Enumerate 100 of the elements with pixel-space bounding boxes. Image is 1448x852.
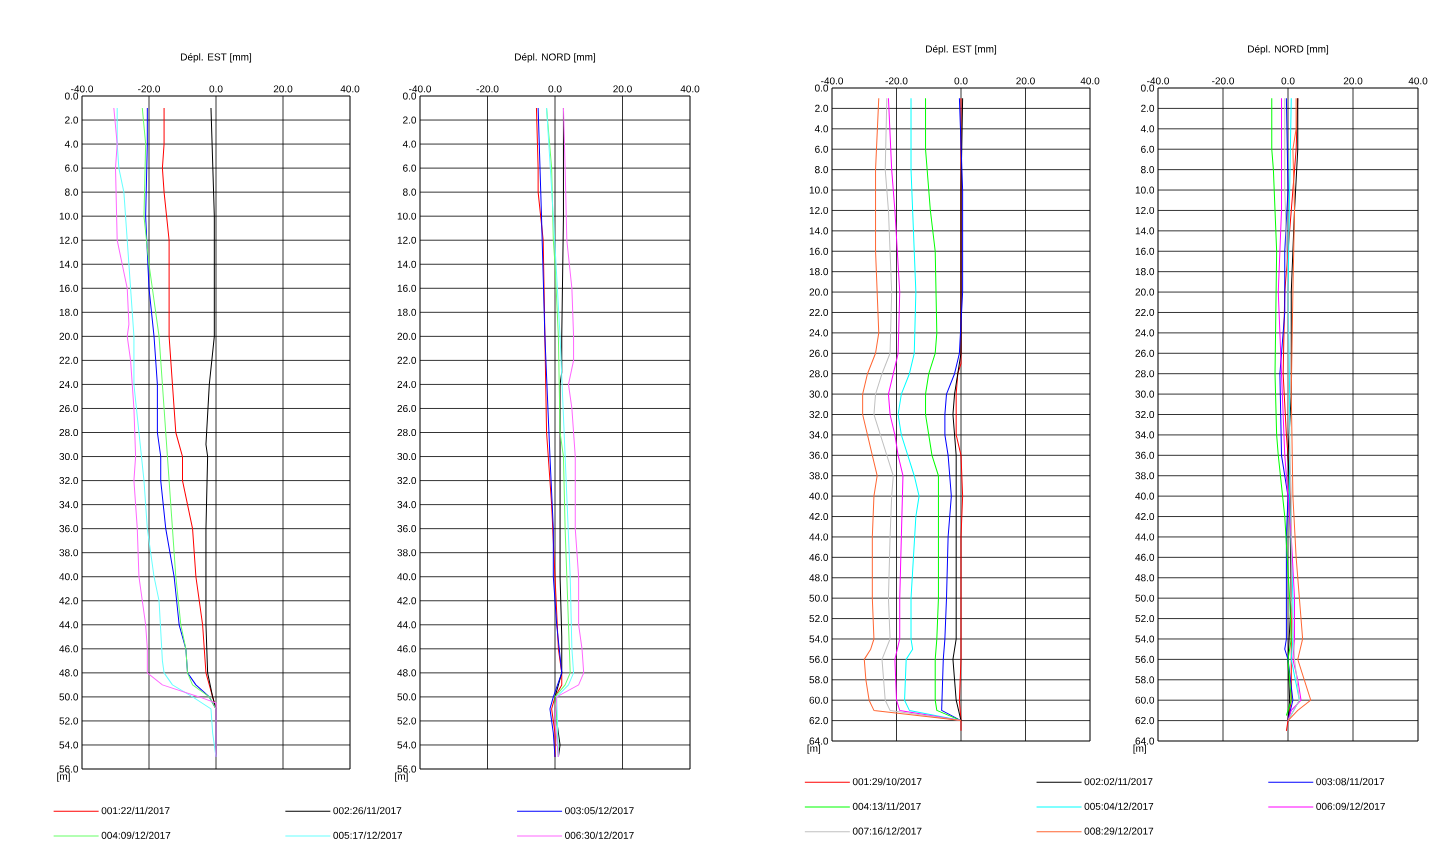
y-tick-label: 26.0 (59, 404, 79, 413)
y-tick-label: 20.0 (397, 332, 417, 340)
y-tick-label: 26.0 (1135, 349, 1155, 357)
y-tick-label: 36.0 (809, 451, 829, 459)
y-tick-label: 36.0 (397, 525, 417, 533)
y-tick-label: 34.0 (809, 431, 829, 439)
x-tick-label: 20.0 (1016, 77, 1035, 85)
x-tick-label: 40.0 (680, 85, 700, 93)
legend-label: 001:22/11/2017 (101, 806, 170, 815)
x-tick-label: -20.0 (885, 77, 908, 85)
y-tick-label: 44.0 (1135, 533, 1155, 541)
y-tick-label: 46.0 (59, 645, 79, 653)
y-tick-label: 40.0 (397, 573, 417, 581)
y-tick-label: 42.0 (1135, 513, 1155, 521)
legend-label: 002:26/11/2017 (333, 806, 402, 815)
y-tick-label: 18.0 (1135, 268, 1155, 276)
y-tick-label: 24.0 (809, 329, 829, 337)
y-tick-label: 4.0 (1140, 125, 1155, 133)
y-tick-label: 20.0 (809, 288, 829, 296)
y-tick-label: 48.0 (397, 669, 417, 677)
x-tick-label: 0.0 (954, 77, 968, 85)
y-tick-label: 24.0 (397, 380, 417, 388)
legend-label: 007:16/12/2017 (852, 827, 922, 835)
y-tick-label: 12.0 (397, 236, 417, 244)
y-tick-label: 2.0 (815, 104, 829, 112)
y-tick-label: 24.0 (1135, 329, 1155, 337)
y-tick-label: 46.0 (809, 553, 829, 561)
legend-label: 003:05/12/2017 (565, 806, 634, 815)
y-tick-label: 8.0 (403, 188, 417, 196)
y-tick-label: 56.0 (1135, 655, 1155, 663)
chart-title: Dépl. EST [mm] (926, 45, 997, 55)
y-tick-label: 34.0 (397, 501, 417, 509)
y-tick-label: 44.0 (59, 621, 79, 629)
y-tick-label: 6.0 (65, 164, 79, 172)
y-tick-label: 38.0 (1135, 472, 1155, 480)
y-tick-label: 14.0 (1135, 227, 1155, 235)
y-tick-label: 36.0 (1135, 451, 1155, 459)
y-tick-label: 52.0 (1135, 615, 1155, 623)
y-tick-label: 18.0 (59, 308, 79, 316)
y-tick-label: 48.0 (809, 574, 829, 582)
y-axis-title: [m] (1133, 744, 1146, 754)
y-tick-label: 28.0 (397, 428, 417, 437)
legend-label: 004:09/12/2017 (101, 831, 171, 839)
y-tick-label: 30.0 (397, 453, 417, 461)
y-tick-label: 18.0 (397, 308, 417, 316)
y-tick-label: 30.0 (809, 390, 829, 398)
y-tick-label: 24.0 (59, 380, 79, 388)
y-tick-label: 62.0 (1135, 717, 1155, 725)
x-tick-label: 40.0 (340, 85, 360, 93)
y-tick-label: 10.0 (59, 212, 79, 220)
y-tick-label: 22.0 (809, 308, 829, 317)
x-tick-label: 20.0 (1343, 77, 1363, 85)
y-tick-label: 32.0 (397, 477, 417, 485)
y-tick-label: 40.0 (1135, 492, 1155, 500)
y-axis-title: [m] (807, 744, 821, 754)
legend-label: 006:09/12/2017 (1316, 802, 1385, 810)
y-tick-label: 52.0 (809, 615, 829, 623)
y-tick-label: 8.0 (1141, 166, 1155, 174)
y-tick-label: 56.0 (59, 765, 79, 773)
y-tick-label: 46.0 (397, 645, 417, 653)
y-tick-label: 62.0 (809, 717, 829, 725)
y-tick-label: 14.0 (59, 260, 79, 268)
x-tick-label: 40.0 (1080, 77, 1100, 85)
y-tick-label: 64.0 (1135, 737, 1155, 745)
y-tick-label: 56.0 (809, 655, 829, 663)
legend-label: 003:08/11/2017 (1316, 777, 1385, 786)
y-axis-title: [m] (395, 772, 408, 782)
y-tick-label: 40.0 (809, 492, 829, 500)
y-tick-label: 28.0 (1135, 370, 1155, 378)
y-tick-label: 38.0 (59, 549, 79, 557)
y-tick-label: 30.0 (59, 453, 79, 461)
x-tick-label: 0.0 (209, 85, 223, 93)
y-tick-label: 54.0 (397, 741, 417, 749)
y-tick-label: 0.0 (64, 92, 79, 100)
y-tick-label: 38.0 (809, 472, 829, 480)
y-tick-label: 4.0 (64, 140, 79, 148)
x-tick-label: 20.0 (273, 85, 293, 93)
x-tick-label: -40.0 (1147, 77, 1170, 85)
y-tick-label: 26.0 (397, 404, 417, 413)
y-tick-label: 6.0 (815, 145, 829, 153)
y-tick-label: 32.0 (1135, 410, 1155, 419)
legend-label: 008:29/12/2017 (1084, 827, 1154, 835)
y-tick-label: 36.0 (59, 525, 79, 533)
y-tick-label: 16.0 (59, 284, 79, 292)
y-tick-label: 6.0 (403, 164, 417, 172)
y-tick-label: 34.0 (59, 501, 79, 509)
legend-label: 005:17/12/2017 (333, 831, 402, 839)
x-tick-label: -40.0 (409, 85, 432, 93)
y-tick-label: 22.0 (397, 356, 417, 364)
y-tick-label: 12.0 (59, 236, 79, 244)
y-tick-label: 6.0 (1141, 145, 1155, 153)
x-tick-label: -40.0 (71, 85, 94, 93)
y-tick-label: 54.0 (1135, 635, 1155, 643)
y-tick-label: 58.0 (1135, 676, 1155, 684)
y-tick-label: 16.0 (1135, 247, 1155, 255)
y-tick-label: 50.0 (1135, 594, 1155, 602)
y-tick-label: 18.0 (809, 268, 829, 276)
y-tick-label: 32.0 (59, 477, 79, 485)
y-tick-label: 56.0 (397, 765, 417, 773)
y-tick-label: 20.0 (1135, 288, 1155, 296)
